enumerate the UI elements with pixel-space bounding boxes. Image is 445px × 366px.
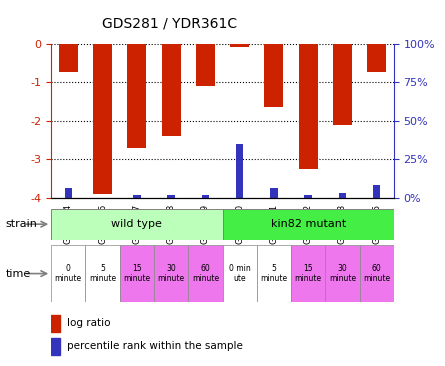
Bar — [333, 44, 352, 124]
Text: 60
minute: 60 minute — [192, 264, 219, 283]
Bar — [304, 195, 312, 198]
Bar — [257, 245, 291, 302]
Bar — [162, 44, 181, 136]
Bar — [360, 245, 394, 302]
Text: 5
minute: 5 minute — [89, 264, 116, 283]
Bar — [51, 315, 60, 332]
Text: 0
minute: 0 minute — [55, 264, 82, 283]
Bar — [325, 245, 360, 302]
Text: 60
minute: 60 minute — [363, 264, 390, 283]
Bar — [367, 44, 386, 72]
Bar — [51, 209, 223, 240]
Bar — [373, 185, 380, 198]
Text: 15
minute: 15 minute — [295, 264, 322, 283]
Text: wild type: wild type — [111, 219, 162, 229]
Bar — [299, 44, 318, 169]
Bar — [202, 195, 209, 198]
Text: 0 min
ute: 0 min ute — [229, 264, 251, 283]
Text: GDS281 / YDR361C: GDS281 / YDR361C — [101, 16, 237, 30]
Bar — [230, 44, 249, 47]
Text: 15
minute: 15 minute — [123, 264, 150, 283]
Bar — [93, 44, 112, 194]
Bar — [65, 188, 72, 198]
Bar — [51, 245, 85, 302]
Text: percentile rank within the sample: percentile rank within the sample — [67, 341, 243, 351]
Bar — [127, 44, 146, 147]
Text: 5
minute: 5 minute — [260, 264, 287, 283]
Bar — [133, 195, 141, 198]
Bar — [270, 188, 278, 198]
Bar — [222, 209, 394, 240]
Text: 30
minute: 30 minute — [158, 264, 185, 283]
Text: time: time — [5, 269, 31, 279]
Bar — [264, 44, 283, 107]
Bar — [291, 245, 325, 302]
Text: strain: strain — [5, 219, 37, 229]
Text: kin82 mutant: kin82 mutant — [271, 219, 346, 229]
Bar — [222, 245, 257, 302]
Bar — [196, 44, 215, 86]
Bar — [120, 245, 154, 302]
Bar — [339, 193, 346, 198]
Bar — [85, 245, 120, 302]
Bar — [59, 44, 78, 72]
Bar — [188, 245, 222, 302]
Text: 30
minute: 30 minute — [329, 264, 356, 283]
Bar — [167, 195, 175, 198]
Bar — [51, 338, 60, 355]
Bar — [236, 144, 243, 198]
Text: log ratio: log ratio — [67, 318, 110, 328]
Bar — [154, 245, 188, 302]
